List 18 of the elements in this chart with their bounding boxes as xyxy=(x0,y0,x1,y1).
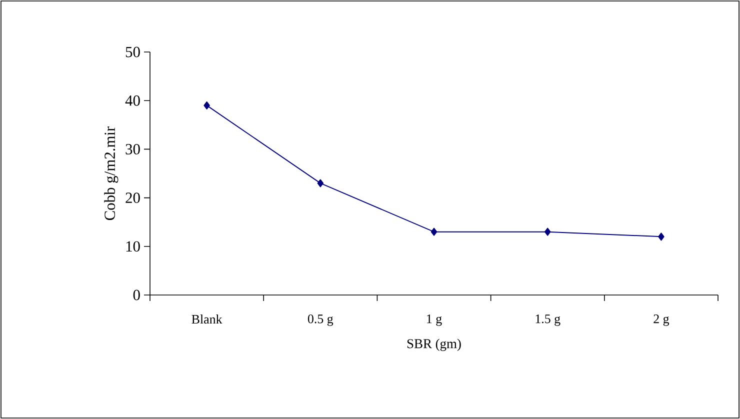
y-tick-label: 20 xyxy=(126,192,140,204)
x-tick-label: Blank xyxy=(192,314,222,324)
y-tick-label: 30 xyxy=(126,144,140,154)
x-axis-title: SBR (gm) xyxy=(407,338,461,352)
x-tick-label: 0.5 g xyxy=(308,314,334,326)
y-tick-label: 10 xyxy=(126,241,140,252)
y-tick-label: 40 xyxy=(125,95,140,106)
point xyxy=(544,228,551,236)
point xyxy=(317,179,324,188)
point xyxy=(658,232,664,241)
y-tick-label: 0 xyxy=(133,290,140,300)
x-tick-label: 1 g xyxy=(427,314,442,326)
point xyxy=(204,101,210,110)
x-tick-label: 2 g xyxy=(654,314,670,326)
y-axis-title: Cobb g/m2.mir xyxy=(104,126,118,220)
point xyxy=(430,228,438,236)
x-tick-label: 1.5 g xyxy=(536,314,560,326)
y-tick-label: 50 xyxy=(126,46,140,58)
